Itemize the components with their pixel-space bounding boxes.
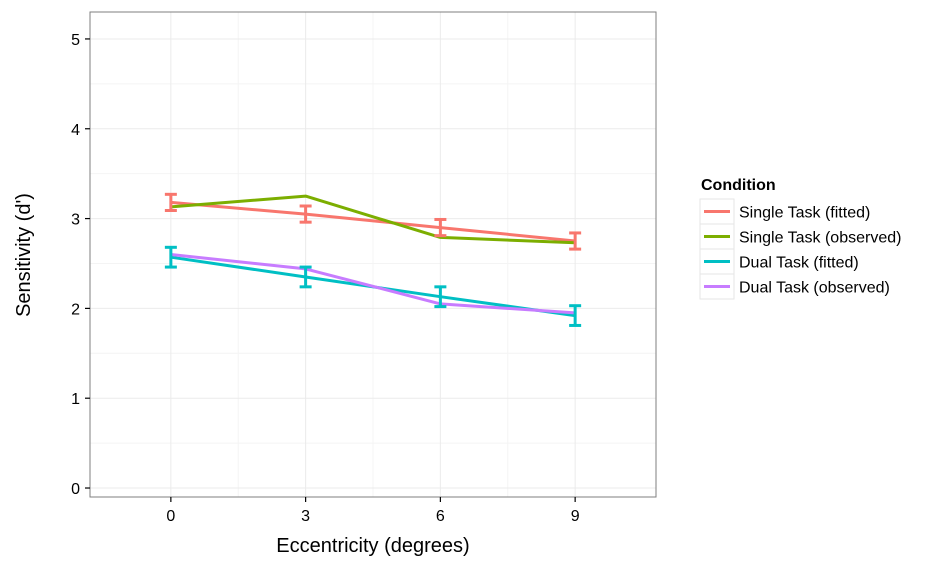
plot-border [89, 11, 657, 498]
error-bar [299, 204, 312, 224]
series-layer [164, 192, 582, 327]
error-bar [569, 304, 582, 327]
series-line-single-task-fitted [170, 200, 576, 243]
error-bar [164, 245, 177, 269]
legend-label: Dual Task (observed) [739, 280, 890, 297]
axes: 0 1 2 3 4 5 0 3 6 9 [71, 32, 580, 525]
series-line-dual-task-observed [170, 253, 576, 315]
y-tick-label: 1 [71, 391, 80, 408]
y-tick-label: 4 [71, 122, 80, 139]
legend-title: Condition [701, 177, 776, 194]
legend-label: Single Task (observed) [739, 230, 901, 247]
y-tick-label: 3 [71, 212, 80, 229]
error-bar [434, 217, 447, 238]
error-bar [434, 285, 447, 309]
y-axis-label: Sensitivity (d') [13, 193, 35, 317]
error-bar [569, 231, 582, 251]
y-tick-label: 2 [71, 301, 80, 318]
x-tick-label: 6 [436, 508, 445, 525]
legend-label: Single Task (fitted) [739, 205, 870, 222]
error-bar [164, 192, 177, 212]
y-tick-label: 5 [71, 32, 80, 49]
legend: Condition Single Task (fitted) Single Tas… [699, 177, 901, 300]
legend-label: Dual Task (fitted) [739, 255, 859, 272]
error-bar [299, 265, 312, 289]
x-tick-label: 9 [571, 508, 580, 525]
x-tick-label: 3 [301, 508, 310, 525]
x-tick-label: 0 [166, 508, 175, 525]
y-tick-label: 0 [71, 481, 80, 498]
series-line-single-task-observed [170, 194, 576, 245]
x-axis-label: Eccentricity (degrees) [276, 535, 469, 557]
